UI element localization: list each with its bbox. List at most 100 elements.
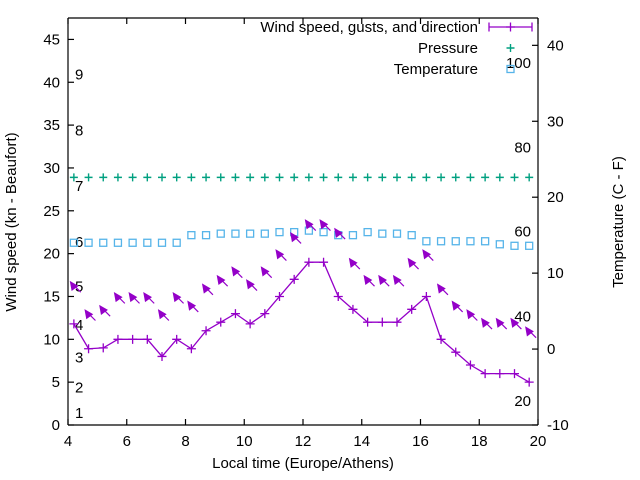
gust-barb (481, 317, 493, 330)
gust-barb (99, 304, 111, 317)
temperature-point (319, 227, 328, 237)
barb-head (172, 291, 182, 303)
barb-head (334, 227, 343, 238)
wind-speed-point (333, 291, 343, 301)
wind-speed-point (304, 257, 314, 267)
temperature-point (510, 241, 519, 250)
legend-marker-pressure (506, 44, 515, 52)
series-temperature (69, 226, 534, 250)
gust-barb (201, 283, 214, 296)
y-tick-label: 15 (43, 288, 60, 305)
series-pressure (69, 173, 534, 182)
pressure-point (260, 173, 269, 182)
gust-barb (275, 249, 287, 261)
gust-barb (246, 279, 258, 291)
beaufort-label: 7 (75, 178, 83, 195)
barb-head (84, 309, 94, 320)
barb-head (99, 304, 108, 316)
legend-label-2: Temperature (394, 61, 478, 78)
barb-head (422, 249, 432, 260)
x-axis-ticks: 4 6 8 10 12 14 16 18 20 (64, 18, 547, 450)
x-tick-label: 6 (123, 433, 131, 450)
y2-tick-label: -10 (547, 417, 569, 434)
barb-head (495, 317, 505, 328)
y-tick-label: 10 (43, 331, 60, 348)
gust-barb (510, 317, 522, 330)
x-tick-label: 18 (471, 433, 488, 450)
wind-speed-point (84, 344, 94, 354)
barb-head (363, 274, 373, 286)
wind-speed-point (289, 274, 299, 284)
wind-speed-point (186, 344, 196, 354)
temperature-point (69, 238, 79, 247)
pressure-point (246, 173, 255, 182)
pressure-point (84, 173, 93, 182)
y2-tick-label: 10 (547, 265, 564, 282)
pressure-point (363, 173, 372, 182)
barb-head (231, 266, 241, 277)
gust-barb (260, 266, 273, 279)
pressure-point (510, 173, 519, 182)
temperature-point (143, 238, 152, 247)
gust-barb (451, 300, 464, 313)
temperature-point (392, 229, 402, 238)
gust-barb (304, 219, 317, 231)
temperature-point (275, 227, 284, 237)
temperature-point (260, 229, 269, 238)
pressure-point (113, 173, 122, 182)
temperature-point (495, 240, 504, 249)
series-gusts-direction (69, 219, 537, 339)
temperature-point (113, 238, 123, 247)
x-tick-label: 20 (530, 433, 547, 450)
beaufort-label: 8 (75, 122, 83, 139)
wind-speed-point (421, 291, 431, 301)
pressure-point (304, 173, 313, 182)
barb-head (510, 317, 520, 328)
pressure-point (290, 173, 299, 182)
pressure-point (172, 173, 181, 182)
wind-speed-point (495, 369, 505, 379)
pressure-point (525, 173, 534, 182)
gust-barb (113, 291, 126, 304)
legend: Wind speed, gusts, and direction Pressure… (260, 19, 533, 78)
barb-head (201, 283, 211, 294)
pressure-point (451, 173, 460, 182)
y-tick-label: 30 (43, 160, 60, 177)
pressure-point (437, 173, 446, 182)
pressure-point (481, 173, 490, 182)
barb-head (304, 219, 314, 230)
gust-barb (392, 274, 405, 287)
pressure-point (319, 173, 328, 182)
barb-head (246, 279, 255, 290)
y2-axis-title: Temperature (C - F) (610, 156, 627, 288)
wind-speed-point (142, 334, 152, 344)
series-wind-speed (69, 257, 534, 387)
pressure-point (202, 173, 211, 182)
gust-barb (363, 274, 375, 287)
wind-speed-line (73, 261, 530, 383)
barb-head (275, 249, 285, 260)
x-tick-label: 16 (412, 433, 429, 450)
temperature-point (245, 229, 255, 238)
y-axis-title: Wind speed (kn - Beaufort) (3, 132, 20, 311)
wind-speed-point (451, 347, 461, 357)
beaufort-label: 1 (75, 405, 83, 422)
gust-barb (436, 283, 449, 296)
temperature-point (480, 237, 490, 246)
wind-speed-point (319, 257, 329, 267)
x-tick-label: 8 (181, 433, 189, 450)
beaufort-label: 9 (75, 67, 83, 84)
pressure-point (334, 173, 343, 182)
beaufort-label: 4 (75, 317, 83, 334)
temperature-point (407, 231, 416, 240)
wind-speed-point (363, 317, 373, 327)
x-tick-label: 12 (295, 433, 312, 450)
y2-tick-label: 40 (547, 37, 564, 54)
temperature-point (231, 229, 240, 238)
y-tick-label: 0 (52, 417, 60, 434)
beaufort-label: 2 (75, 379, 83, 396)
pressure-point (348, 173, 357, 182)
temperature-point (172, 238, 181, 247)
